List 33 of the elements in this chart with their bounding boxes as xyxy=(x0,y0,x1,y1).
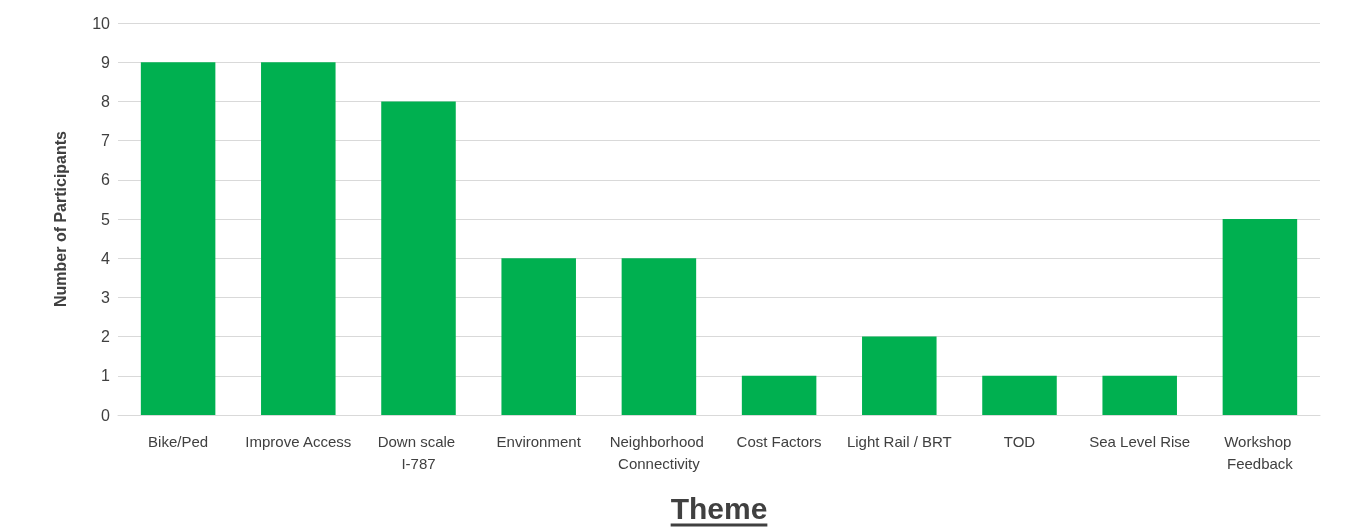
x-tick-label: Bike/Ped xyxy=(148,432,209,450)
y-tick-label: 0 xyxy=(101,406,111,424)
y-tick-label: 8 xyxy=(101,92,111,110)
x-tick-label: Workshop Feedback xyxy=(1224,432,1296,472)
y-tick-label: 2 xyxy=(101,328,111,346)
y-tick-label: 10 xyxy=(92,14,111,32)
bar xyxy=(862,336,937,415)
bar xyxy=(501,258,576,415)
y-tick-label: 3 xyxy=(101,288,111,306)
x-tick-label: Light Rail / BRT xyxy=(846,432,952,450)
y-axis-title: Number of Participants xyxy=(51,130,69,308)
bar xyxy=(261,62,336,415)
bar xyxy=(1102,375,1177,415)
y-tick-label: 9 xyxy=(101,53,111,71)
x-tick-label: Neighborhood Connectivity xyxy=(609,432,709,472)
x-tick-label: Environment xyxy=(496,432,582,450)
x-tick-label: Cost Factors xyxy=(736,432,822,450)
x-tick-label: Sea Level Rise xyxy=(1089,432,1191,450)
bar xyxy=(140,62,216,415)
bar xyxy=(381,101,456,415)
bar xyxy=(741,375,817,415)
y-tick-label: 4 xyxy=(101,249,111,267)
y-tick-label: 1 xyxy=(101,367,111,385)
y-tick-label: 5 xyxy=(101,210,111,228)
bar xyxy=(1222,219,1298,415)
x-axis-title: Theme xyxy=(670,491,768,525)
x-tick-label: Improve Access xyxy=(245,432,352,450)
bar xyxy=(982,375,1057,415)
y-tick-label: 6 xyxy=(101,171,111,189)
bar xyxy=(621,258,697,415)
y-tick-label: 7 xyxy=(101,132,111,150)
x-tick-label: TOD xyxy=(1003,432,1036,450)
x-tick-label: Down scale I-787 xyxy=(377,432,460,472)
